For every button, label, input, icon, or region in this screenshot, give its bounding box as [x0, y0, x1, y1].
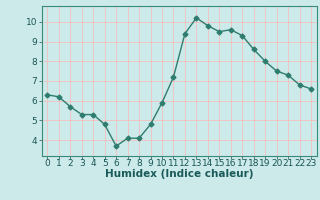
X-axis label: Humidex (Indice chaleur): Humidex (Indice chaleur) [105, 169, 253, 179]
